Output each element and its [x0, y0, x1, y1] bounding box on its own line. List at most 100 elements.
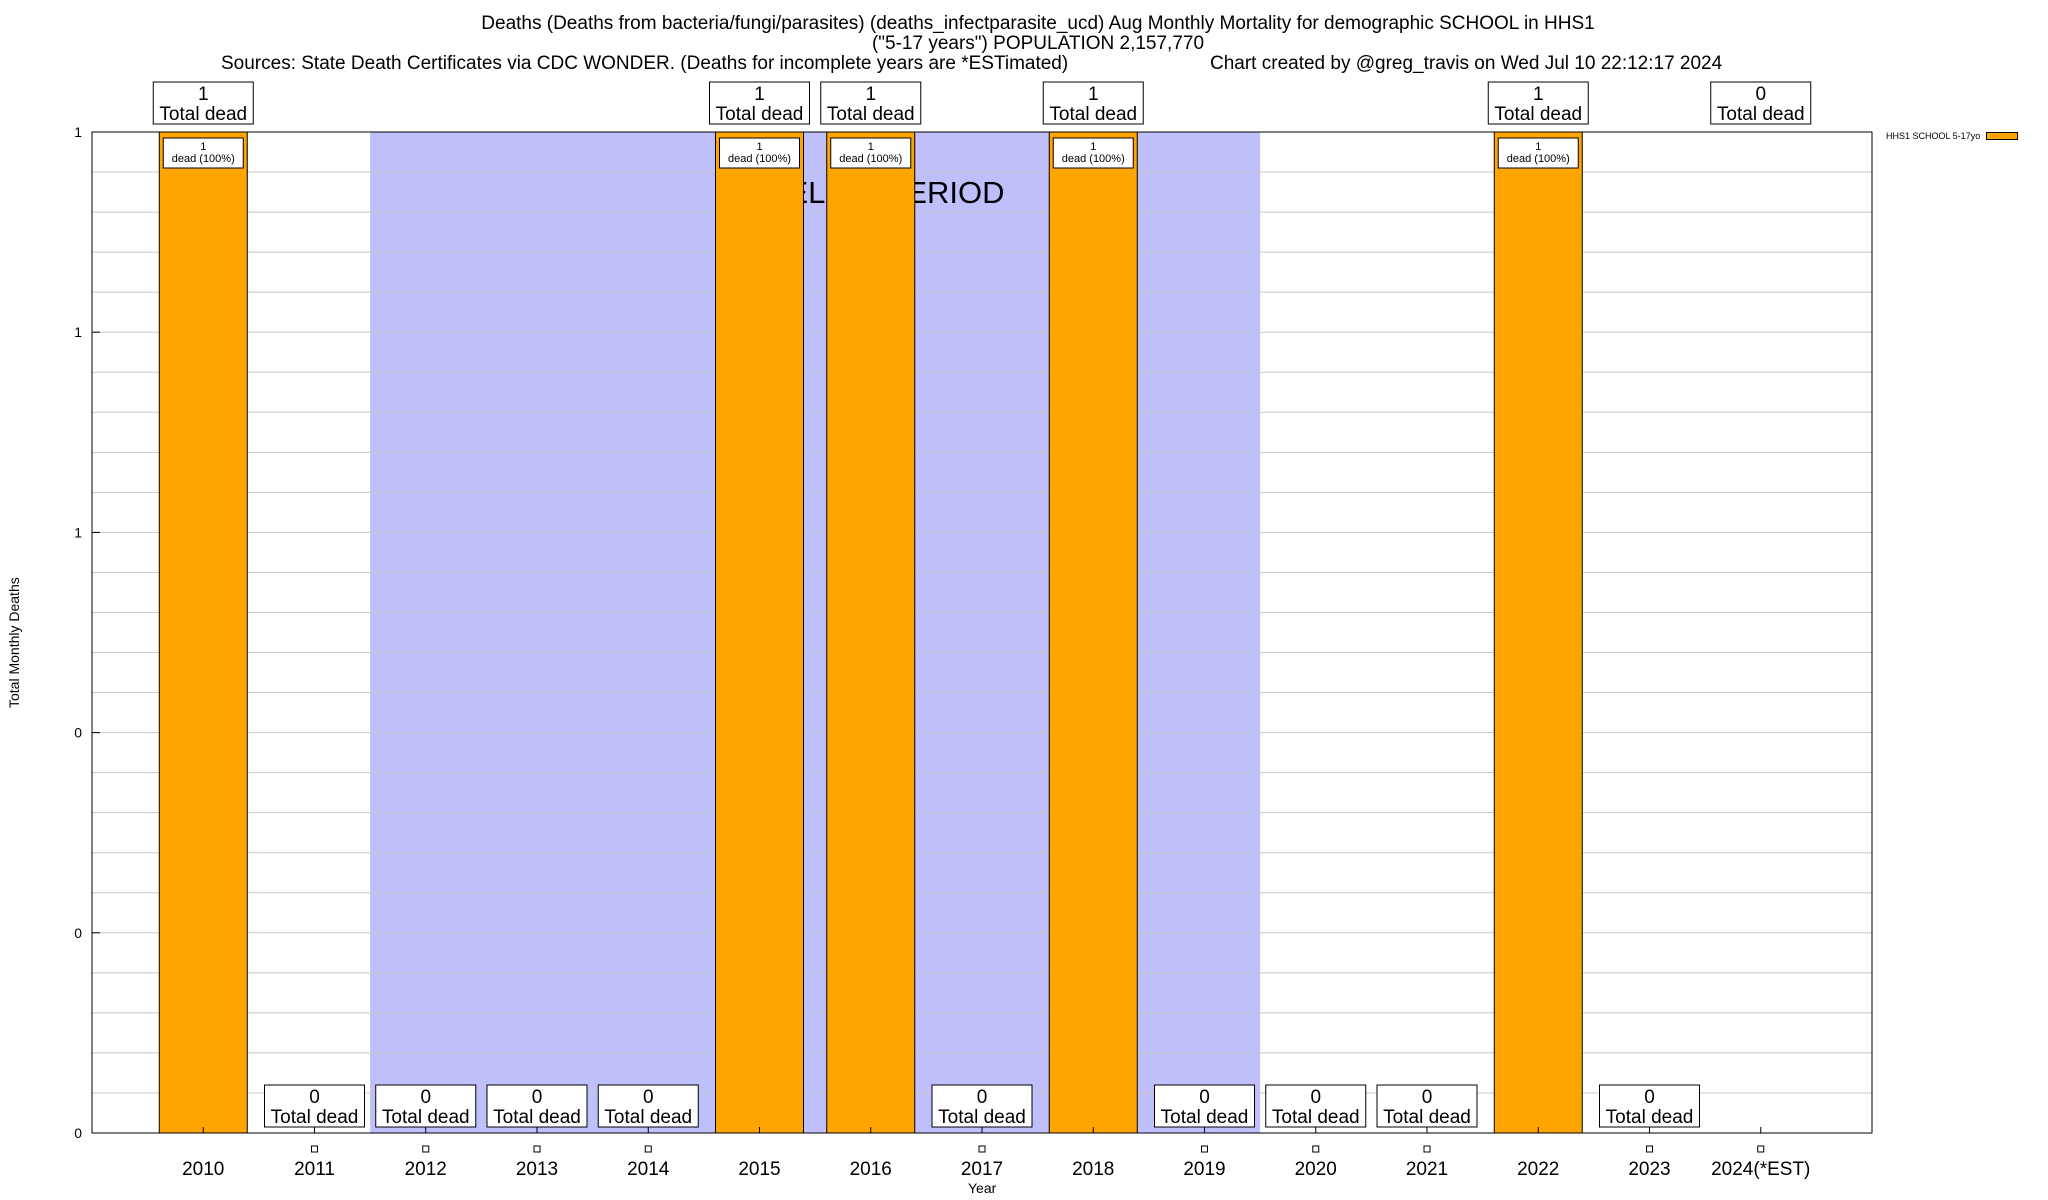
bar-inner-label: dead (100%) [839, 153, 902, 165]
chart-sources: Sources: State Death Certificates via CD… [221, 53, 1069, 74]
chart-credit: Chart created by @greg_travis on Wed Jul… [1210, 53, 1723, 74]
total-label-value: 1 [198, 84, 209, 105]
bar-inner-label-box [162, 137, 244, 169]
bar-inner-label: 1 [200, 141, 206, 153]
bar [158, 131, 248, 1134]
x-tick-label: 2019 [1183, 1159, 1225, 1180]
total-label-box [931, 1084, 1033, 1128]
total-label-text: Total dead [493, 1107, 581, 1128]
zero-marker [644, 1145, 652, 1153]
total-label-text: Total dead [1717, 104, 1805, 125]
x-tick-label: 2013 [516, 1159, 558, 1180]
total-label-text: Total dead [159, 104, 247, 125]
total-label-box [152, 81, 254, 125]
total-label-box [1265, 1084, 1367, 1128]
total-label-value: 0 [977, 1087, 988, 1108]
y-tick-label: 1 [74, 124, 82, 140]
y-tick-label: 0 [74, 725, 82, 741]
zero-marker [978, 1145, 986, 1153]
x-tick-label: 2022 [1517, 1159, 1559, 1180]
bar-inner-label-box [719, 137, 800, 169]
total-label-box [1376, 1084, 1478, 1128]
y-tick-label: 1 [74, 324, 82, 340]
total-label-box [1710, 81, 1812, 125]
y-axis-label: Total Monthly Deaths [6, 577, 22, 708]
total-label-text: Total dead [1272, 1107, 1360, 1128]
total-label-text: Total dead [716, 104, 804, 125]
zero-marker [1201, 1145, 1208, 1153]
y-tick-label: 0 [74, 925, 82, 941]
total-label-box [709, 81, 810, 125]
total-label-text: Total dead [1383, 1107, 1471, 1128]
x-tick-label: 2010 [182, 1159, 224, 1180]
bar-inner-label: 1 [868, 141, 874, 153]
total-label-text: Total dead [1494, 104, 1582, 125]
y-tick-label: 0 [74, 1125, 82, 1141]
total-label-value: 1 [1088, 84, 1099, 105]
total-label-box [1042, 81, 1144, 125]
chart-subtitle: ("5-17 years") POPULATION 2,157,770 [871, 33, 1205, 54]
total-label-text: Total dead [827, 104, 915, 125]
bar-inner-label: dead (100%) [172, 153, 235, 165]
total-label-value: 0 [1310, 1087, 1321, 1108]
total-label-value: 1 [1533, 84, 1544, 105]
x-tick-label: 2017 [961, 1159, 1003, 1180]
total-label-box [597, 1084, 699, 1128]
x-tick-label: 2016 [850, 1159, 892, 1180]
bar-inner-label-box [1497, 137, 1579, 169]
y-tick-label: 1 [74, 524, 82, 540]
total-label-text: Total dead [382, 1107, 470, 1128]
total-label-box [1599, 1084, 1700, 1128]
zero-marker [533, 1145, 541, 1153]
x-tick-label: 2021 [1406, 1159, 1448, 1180]
total-label-value: 0 [1755, 84, 1766, 105]
total-label-value: 0 [643, 1087, 654, 1108]
total-label-value: 0 [1644, 1087, 1655, 1108]
bar-inner-label-box [830, 137, 912, 169]
zero-marker [1423, 1145, 1431, 1153]
bar [1493, 131, 1583, 1134]
total-label-text: Total dead [271, 1107, 359, 1128]
total-label-box [1487, 81, 1589, 125]
bar-inner-label: 1 [1535, 141, 1541, 153]
bar-inner-label-box [1052, 137, 1134, 169]
zero-marker [422, 1145, 430, 1153]
x-tick-label: 2020 [1295, 1159, 1337, 1180]
x-tick-label: 2024(*EST) [1711, 1159, 1810, 1180]
x-tick-label: 2018 [1072, 1159, 1114, 1180]
total-label-value: 1 [865, 84, 876, 105]
bar-inner-label: dead (100%) [728, 153, 791, 165]
zero-marker [1312, 1145, 1320, 1153]
total-label-text: Total dead [1606, 1107, 1694, 1128]
bar-inner-label: 1 [1090, 141, 1096, 153]
x-tick-label: 2023 [1628, 1159, 1670, 1180]
legend-swatch [1986, 132, 2019, 140]
bar [715, 131, 804, 1134]
total-label-text: Total dead [1049, 104, 1137, 125]
bar [1048, 131, 1138, 1134]
total-label-box [820, 81, 922, 125]
chart-title: Deaths (Deaths from bacteria/fungi/paras… [481, 13, 1595, 34]
x-tick-label: 2015 [738, 1159, 780, 1180]
bar [826, 131, 916, 1134]
bar-inner-label: dead (100%) [1062, 153, 1125, 165]
total-label-box [375, 1084, 477, 1128]
zero-marker [1757, 1145, 1765, 1153]
plot-border [91, 131, 1873, 1134]
zero-marker [311, 1145, 318, 1153]
x-tick-label: 2014 [627, 1159, 670, 1180]
total-label-value: 0 [1422, 1087, 1433, 1108]
total-label-text: Total dead [1161, 1107, 1249, 1128]
bar-inner-label: dead (100%) [1507, 153, 1570, 165]
legend: HHS1 SCHOOL 5-17yo [1886, 131, 2019, 141]
total-label-value: 0 [532, 1087, 543, 1108]
total-label-value: 0 [420, 1087, 431, 1108]
x-tick-label: 2011 [294, 1159, 335, 1180]
x-tick-label: 2012 [405, 1159, 447, 1180]
x-axis-label: Year [968, 1180, 997, 1196]
total-label-value: 0 [1199, 1087, 1210, 1108]
total-label-text: Total dead [938, 1107, 1026, 1128]
total-label-box [264, 1084, 365, 1128]
